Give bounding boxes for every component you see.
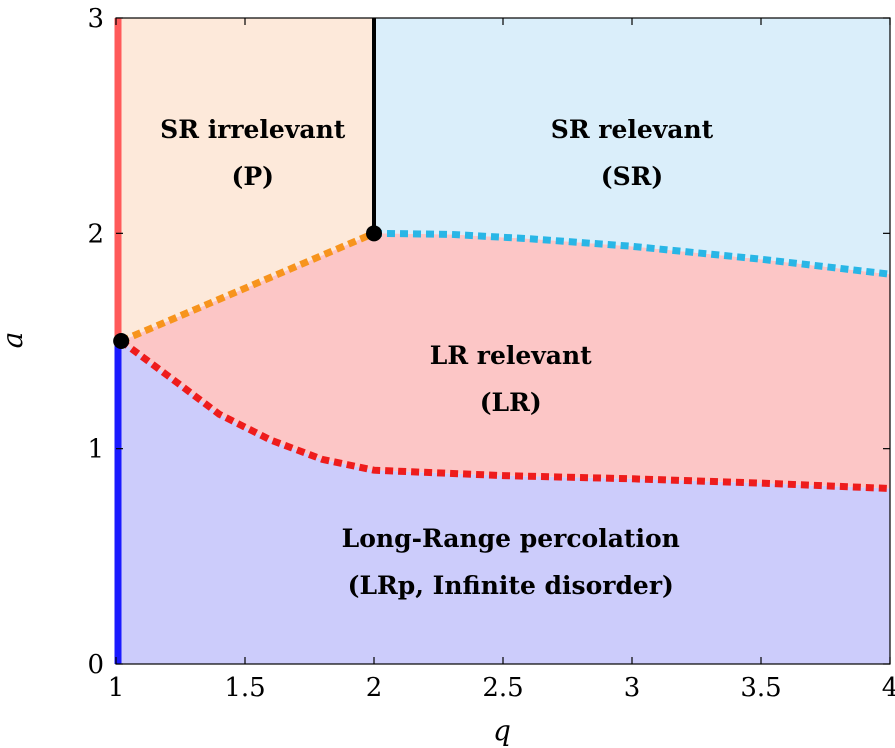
x-tick-label: 3.5 [740,673,781,703]
x-tick-label: 1 [108,673,125,703]
lr-percolation-label-line1: Long-Range percolation [342,524,680,553]
lr-percolation-label-line2: (LRp, Infinite disorder) [348,571,674,600]
sr-irrelevant-label-line2: (P) [232,162,274,191]
lr-lrp-boundary [119,338,891,492]
y-tick-label: 3 [87,4,104,34]
y-tick-label: 2 [87,219,104,249]
sr-relevant-label-line2: (SR) [601,162,664,191]
region-lr-percolation [116,341,890,664]
sr-relevant-label-line1: SR relevant [551,115,714,144]
y-tick-label: 1 [87,435,104,465]
p-lr-boundary [119,230,376,345]
x-tick-label: 3 [624,673,641,703]
lr-relevant-label-line2: (LR) [480,388,542,417]
region-labels: SR irrelevant (P) SR relevant (SR) LR releva… [160,115,714,600]
x-tick-label: 4 [882,673,895,703]
x-tick-label: 1.5 [224,673,265,703]
lr-relevant-label-line1: LR relevant [430,341,592,370]
x-axis-label: q [493,714,511,747]
regions-layer [116,18,890,664]
sr-irrelevant-label-line1: SR irrelevant [160,115,346,144]
y-tick-label: 0 [87,650,104,680]
region-sr-relevant [374,18,890,275]
x-tick-label: 2.5 [482,673,523,703]
upper-critical-point [366,225,382,242]
y-axis-label: a [0,332,29,349]
x-tick-label: 2 [366,673,383,703]
boundaries-layer [119,18,891,492]
points-layer [113,225,382,349]
region-lr-relevant [121,233,890,489]
region-sr-irrelevant [116,18,374,341]
lower-critical-point [113,333,130,349]
sr-lr-boundary [373,229,891,278]
